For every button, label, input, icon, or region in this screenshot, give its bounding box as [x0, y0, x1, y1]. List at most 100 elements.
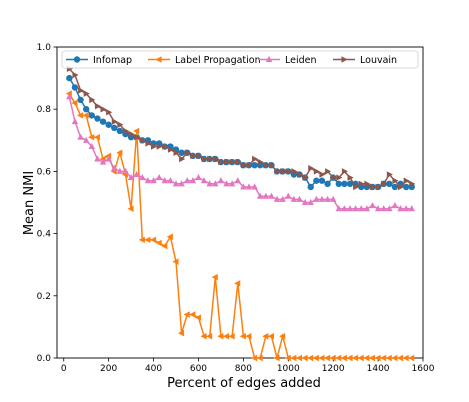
label-propagation-point [127, 205, 134, 212]
louvain-point [156, 143, 163, 150]
leiden-point [352, 205, 359, 212]
leiden-point [346, 205, 354, 212]
leiden-point [195, 174, 202, 181]
louvain-series [66, 65, 416, 191]
louvain-point [128, 130, 135, 138]
label-propagation-point [82, 112, 89, 119]
leiden-point [273, 195, 281, 202]
label-propagation-point [194, 314, 201, 321]
louvain-point [190, 152, 197, 160]
label-propagation-point [161, 242, 168, 250]
leiden-point [279, 195, 286, 202]
louvain-point [139, 137, 146, 144]
leiden-point [94, 155, 101, 162]
x-tick-label: 1200 [322, 364, 345, 374]
leiden-point [155, 174, 163, 181]
label-propagation-point [256, 354, 263, 362]
louvain-point [392, 177, 399, 184]
leiden-point [358, 205, 365, 212]
louvain-point [134, 133, 141, 141]
y-tick-label: 0.8 [37, 105, 52, 115]
label-propagation-point [228, 332, 235, 340]
leiden-point [391, 202, 399, 209]
label-propagation-point [217, 332, 224, 340]
leiden-point [71, 118, 79, 125]
leiden-series [66, 93, 416, 212]
chart-legend: Infomap Label Propagation Leiden Louvain [61, 50, 419, 69]
leiden-point [127, 174, 135, 181]
label-propagation-point [211, 273, 218, 281]
leiden-point [245, 183, 253, 190]
label-propagation-point [172, 258, 179, 265]
louvain-point [122, 127, 130, 135]
infomap-point [251, 161, 258, 169]
leiden-point [341, 205, 348, 212]
louvain-point [111, 118, 118, 125]
louvain-point [83, 90, 90, 97]
leiden-point [99, 158, 107, 165]
label-propagation-point [335, 354, 342, 362]
louvain-point [212, 155, 219, 163]
leiden-point [88, 142, 96, 150]
label-propagation-point [279, 332, 286, 340]
label-propagation-point [267, 332, 274, 340]
plot-frame [56, 46, 424, 359]
label-propagation-point [71, 99, 78, 107]
louvain-point [229, 158, 236, 166]
infomap-point [111, 124, 118, 132]
louvain-point [403, 177, 410, 184]
axis-ticks: 0 200 400 600 800 1000 1200 1400 1600 0.0 0.2 0.4 0.… [37, 43, 435, 374]
leiden-point [313, 195, 320, 202]
leiden-point [82, 136, 90, 143]
label-propagation-point [352, 354, 359, 362]
label-propagation-point [396, 354, 404, 362]
louvain-point [375, 183, 382, 191]
leiden-point [161, 177, 169, 184]
x-tick-label: 800 [235, 364, 252, 374]
louvain-point [218, 158, 225, 166]
x-tick-label: 600 [190, 364, 207, 374]
louvain-point [184, 149, 191, 156]
louvain-point [369, 183, 377, 191]
label-propagation-point [380, 354, 387, 362]
leiden-point [150, 177, 157, 184]
louvain-point [268, 161, 276, 169]
label-propagation-point [76, 112, 84, 119]
legend-label: Leiden [285, 55, 317, 66]
label-propagation-point [295, 354, 303, 362]
leiden-point [307, 198, 314, 206]
louvain-point [100, 105, 107, 113]
louvain-point [341, 168, 349, 175]
leiden-point [189, 177, 197, 184]
leiden-point [380, 205, 387, 212]
leiden-point [296, 195, 303, 202]
label-propagation-point [93, 133, 100, 141]
infomap-point [99, 118, 107, 125]
label-propagation-point [239, 332, 246, 340]
louvain-point [308, 165, 315, 172]
leiden-point [212, 180, 219, 187]
leiden-point [262, 192, 270, 199]
louvain-point [257, 158, 264, 166]
leiden-point [386, 205, 393, 212]
leiden-point [111, 164, 118, 171]
louvain-point [347, 174, 354, 181]
label-propagation-point [189, 311, 196, 318]
leiden-point [363, 205, 371, 212]
label-propagation-point [346, 354, 353, 362]
label-propagation-point [368, 354, 375, 362]
label-propagation-point [250, 354, 258, 362]
infomap-point [307, 183, 314, 191]
louvain-point [319, 171, 326, 178]
louvain-point [280, 168, 287, 175]
legend-item-label-propagation: Label Propagation [148, 55, 261, 66]
label-propagation-point [374, 354, 381, 362]
label-propagation-series [65, 90, 415, 362]
label-propagation-point [408, 354, 415, 362]
label-propagation-point [357, 354, 364, 362]
infomap-point [82, 106, 90, 113]
infomap-point [341, 180, 348, 188]
leiden-point [268, 192, 275, 199]
label-propagation-point [183, 311, 190, 318]
louvain-point [151, 143, 158, 150]
